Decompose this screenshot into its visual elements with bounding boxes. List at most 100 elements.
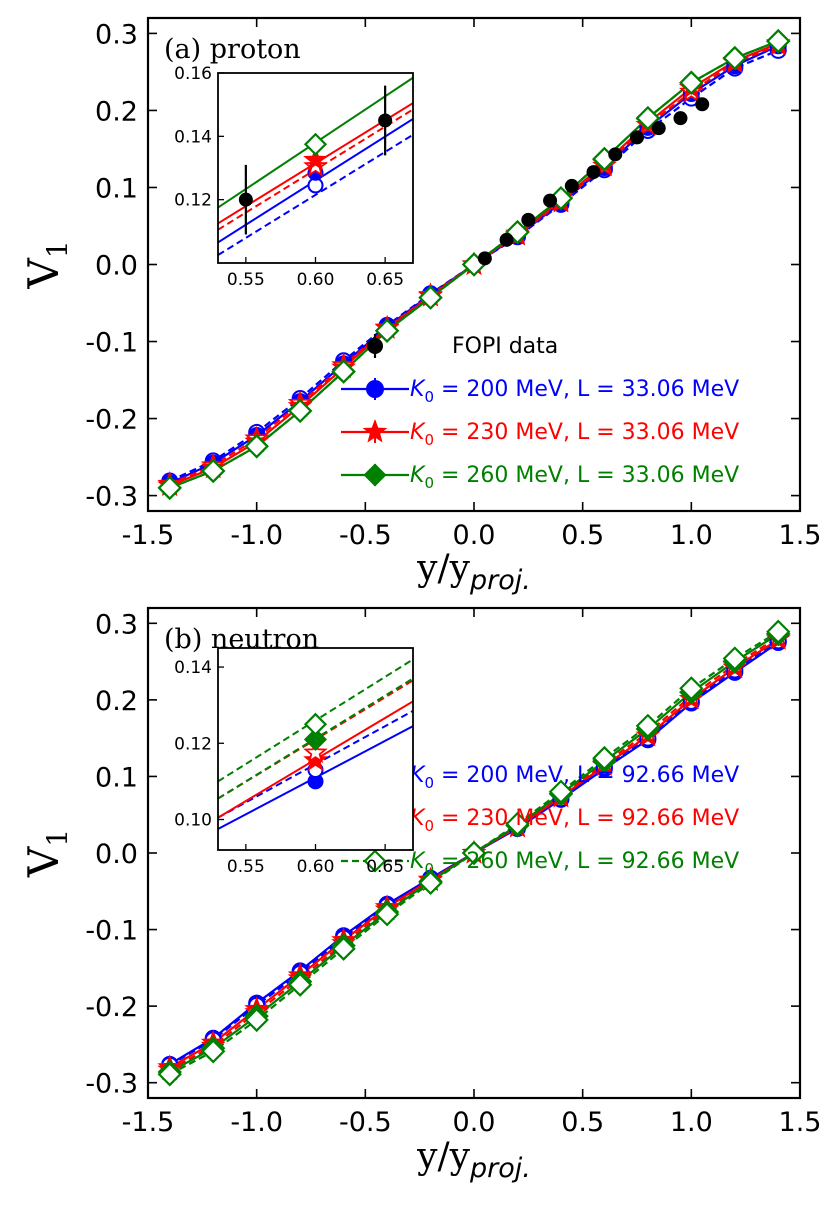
series-marker: [722, 646, 747, 671]
y-tick-label: 0.3: [95, 609, 138, 640]
series-marker: [201, 458, 226, 484]
inset-plot-area: [218, 658, 413, 830]
inset-y-tick-label: 0.14: [174, 658, 212, 678]
series-marker: [505, 811, 530, 837]
series-marker: [157, 475, 182, 501]
fopi-data-point: [630, 130, 644, 145]
y-tick-label: -0.2: [85, 992, 138, 1023]
y-axis-label: V1: [19, 829, 74, 878]
inset-marker: [303, 712, 328, 736]
x-tick-label: -1.0: [230, 520, 283, 551]
series-marker: [244, 434, 269, 459]
series-marker: [331, 359, 356, 384]
legend-label: K0 = 260 MeV, L = 33.06 MeV: [410, 463, 739, 492]
legend-marker: [366, 380, 384, 398]
inset-marker: [303, 147, 328, 171]
plot-frame: [146, 606, 802, 1100]
panel-neutron: -1.5 -1.0 -0.5 0.0 0.5 1.0 1.5 -0.3 -0.2 -0.1 0.0 0…: [19, 606, 822, 1184]
inset: 0.55 0.60 0.65 0.12 0.14 0.16: [174, 64, 414, 290]
inset-x-tick-label: 0.65: [366, 857, 404, 877]
legend-label: K0 = 200 MeV, L = 92.66 MeV: [410, 763, 739, 792]
x-tick-label: 0.0: [453, 520, 496, 551]
series-marker: [766, 28, 791, 54]
y-tick-label: 0.2: [95, 96, 138, 127]
y-axis-label: V1: [19, 240, 74, 289]
series-marker: [548, 779, 574, 804]
x-tick-label: 0.5: [561, 1107, 604, 1138]
legend-marker: [363, 849, 387, 873]
series-marker: [766, 619, 791, 644]
fopi-data-point: [499, 232, 514, 247]
series-marker: [374, 902, 400, 927]
series-marker: [244, 1007, 269, 1033]
y-tick-label: 0.1: [95, 173, 138, 204]
legend: FOPI data K0 = 200 MeV, L = 33.06 MeV K0 =…: [341, 334, 739, 492]
series-marker: [722, 45, 747, 71]
inset-x-tick-label: 0.65: [366, 270, 404, 290]
inset: 0.55 0.60 0.65 0.10 0.12 0.14: [174, 647, 414, 877]
fopi-data-point: [564, 178, 579, 193]
inset-x-tick-label: 0.55: [227, 270, 265, 290]
fopi-data-point: [695, 97, 710, 112]
y-tick-label: 0.0: [95, 839, 138, 870]
fopi-data-point: [586, 165, 601, 180]
fopi-data-point: [543, 193, 558, 208]
series-marker: [287, 398, 313, 424]
fopi-data-point: [521, 212, 536, 227]
series-marker: [679, 70, 704, 95]
series-marker: [374, 318, 400, 343]
series-marker: [461, 840, 487, 866]
legend-label: K0 = 260 MeV, L = 92.66 MeV: [410, 849, 739, 878]
inset-marker: [303, 727, 328, 752]
y-tick-label: -0.1: [85, 916, 138, 947]
x-tick-label: 1.5: [779, 1107, 822, 1138]
series-marker: [331, 936, 356, 961]
inset-plot-area: [218, 76, 413, 256]
panel-label: (a) proton: [164, 34, 301, 65]
y-tick-label: -0.1: [85, 328, 138, 359]
series-line: [169, 639, 779, 1067]
inset-x-tick-label: 0.60: [297, 857, 335, 877]
x-tick-label: 1.0: [670, 1107, 713, 1138]
y-tick-label: -0.3: [85, 482, 138, 513]
series-marker: [592, 745, 617, 771]
y-tick-label: -0.3: [85, 1069, 138, 1100]
inset-x-tick-label: 0.55: [227, 857, 265, 877]
fopi-data-point: [608, 147, 623, 162]
series-marker: [201, 1039, 226, 1064]
inset-line: [218, 133, 413, 256]
legend-label: K0 = 230 MeV, L = 92.66 MeV: [410, 806, 739, 835]
plot-frame: [146, 16, 802, 513]
fopi-data-point: [673, 111, 688, 126]
inset-marker: [303, 739, 328, 764]
y-tick-label: -0.2: [85, 405, 138, 436]
inset-data-point: [378, 113, 393, 128]
y-tick-label: 0.2: [95, 686, 138, 717]
inset-y-tick-label: 0.14: [174, 127, 212, 147]
inset-x-tick-label: 0.60: [297, 270, 335, 290]
x-tick-label: -1.5: [122, 520, 175, 551]
y-tick-label: 0.0: [95, 251, 138, 282]
inset-y-tick-label: 0.12: [174, 734, 212, 754]
x-axis-label: y/yproj.: [416, 548, 531, 596]
x-tick-label: -1.0: [230, 1107, 283, 1138]
x-tick-label: 0.0: [453, 1107, 496, 1138]
series-marker: [418, 870, 443, 896]
series-marker: [635, 105, 661, 131]
inset-y-tick-label: 0.12: [174, 191, 212, 211]
y-tick-label: 0.3: [95, 19, 138, 50]
x-tick-label: 1.0: [670, 520, 713, 551]
legend-label: K0 = 200 MeV, L = 33.06 MeV: [410, 377, 739, 406]
inset-marker: [303, 132, 328, 156]
legend-marker: [363, 463, 387, 487]
series-marker: [418, 285, 443, 310]
x-tick-label: 1.5: [779, 520, 822, 551]
series-marker: [679, 676, 704, 701]
x-tick-label: -0.5: [339, 1107, 392, 1138]
x-tick-label: -0.5: [339, 520, 392, 551]
fopi-data-point: [651, 121, 666, 136]
x-axis-label: y/yproj.: [416, 1136, 531, 1184]
series-marker: [287, 972, 313, 997]
x-tick-label: 0.5: [561, 520, 604, 551]
